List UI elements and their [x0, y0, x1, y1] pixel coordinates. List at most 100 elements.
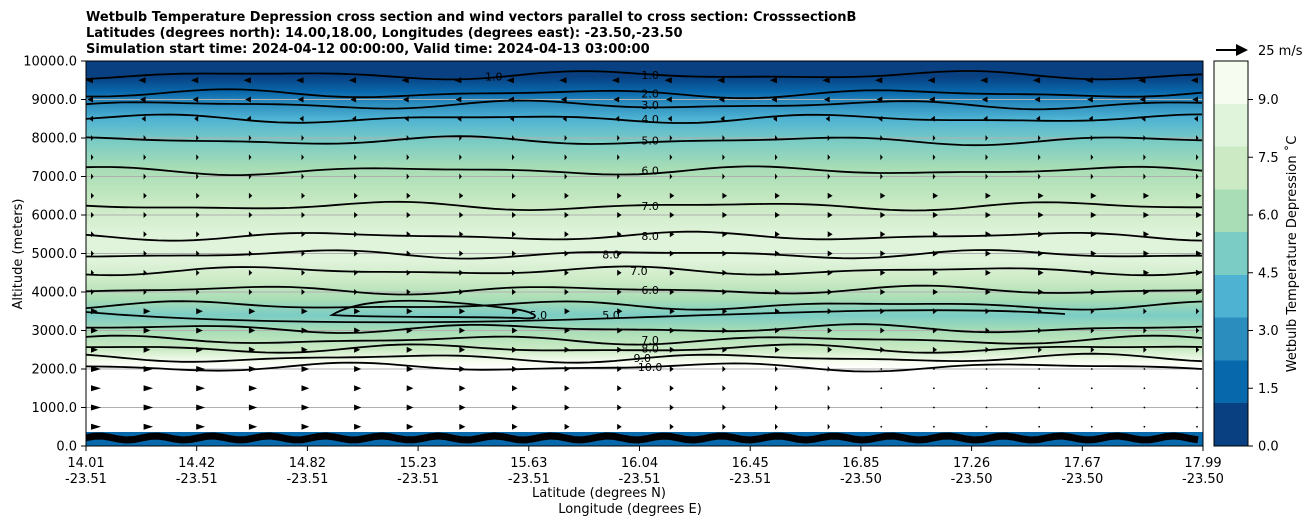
wind-vector	[196, 308, 203, 315]
contour-line	[86, 284, 1203, 296]
wind-vector	[722, 173, 725, 180]
x-tick-label-lat: 14.82	[289, 456, 326, 471]
wind-vector	[354, 250, 358, 257]
wind-vector	[822, 77, 830, 84]
wind-vector	[880, 289, 886, 295]
wind-vector	[248, 404, 258, 411]
wind-vector	[248, 192, 253, 199]
x-tick-label-lon: -23.50	[840, 472, 882, 487]
wind-vector	[880, 192, 886, 199]
wind-vector	[406, 192, 411, 199]
wind-vector	[354, 404, 362, 411]
wind-vector	[1143, 269, 1150, 276]
colorbar-tick-label: 7.5	[1258, 151, 1279, 166]
wind-vector	[459, 404, 466, 411]
wind-vector	[512, 173, 515, 180]
wind-vector	[932, 192, 939, 199]
contour-line	[329, 299, 536, 320]
wind-vector	[985, 406, 988, 409]
wind-vector	[459, 327, 466, 334]
x-tick-label-lat: 16.45	[732, 456, 769, 471]
wind-vector	[564, 154, 568, 161]
wind-vector	[722, 212, 728, 218]
wind-vector	[406, 154, 410, 161]
wind-vector	[196, 327, 203, 334]
contour-lines	[86, 70, 1203, 373]
wind-vector	[722, 154, 725, 161]
contour-label: 5.0	[641, 135, 659, 148]
wind-vector	[669, 308, 675, 315]
contour-line	[86, 99, 1203, 111]
wind-vector	[824, 96, 830, 103]
wind-vector	[775, 154, 778, 161]
wind-vector	[403, 96, 409, 103]
wind-vector	[775, 385, 778, 392]
wind-vector	[196, 231, 200, 238]
wind-vector	[1143, 327, 1147, 334]
wind-vector	[985, 289, 991, 295]
wind-vector	[406, 385, 414, 392]
colorbar-label: Wetbulb Temperature Depression ˚C	[1284, 136, 1300, 373]
wind-vector	[773, 115, 777, 122]
y-axis: 0.0 1000.0 2000.0 3000.0 4000.0 5000.0 6000.0 7…	[23, 55, 86, 455]
contour-label: 8.0	[602, 248, 620, 261]
wind-vector	[880, 250, 886, 257]
wind-vector	[248, 154, 252, 161]
contour-label: 5.0	[530, 309, 548, 322]
wind-vector	[1143, 231, 1150, 238]
contour-label: 3.0	[641, 99, 659, 112]
wind-vector	[512, 231, 516, 238]
wind-vector	[564, 308, 570, 315]
surface-contour-cluster	[86, 432, 1199, 444]
x-tick-label-lon: -23.51	[508, 472, 550, 487]
wind-vector	[512, 423, 518, 430]
contour-label: 8.0	[641, 230, 659, 243]
wind-vector	[1143, 368, 1146, 370]
x-tick-label-lat: 14.42	[178, 456, 215, 471]
wind-vector	[985, 212, 991, 218]
y-tick-label: 8000.0	[32, 132, 78, 147]
wind-vector	[1196, 192, 1202, 199]
wind-vector	[301, 308, 308, 315]
wind-vector	[512, 327, 518, 334]
wind-vector	[617, 404, 622, 411]
wind-vector	[1196, 212, 1202, 218]
wind-vector	[196, 423, 206, 430]
wind-vector	[827, 250, 833, 257]
contour-line	[86, 249, 1202, 260]
wind-vector	[722, 385, 726, 392]
wind-vector	[1090, 425, 1093, 428]
wind-vector	[459, 423, 466, 430]
wind-vector	[880, 327, 885, 334]
wind-vector	[1038, 135, 1041, 141]
wind-vector	[717, 77, 725, 84]
contour-labels: 1.01.02.03.04.05.06.07.08.08.07.06.05.0 5…	[485, 69, 662, 374]
wind-vector	[1143, 346, 1147, 353]
wind-vector	[1196, 406, 1198, 409]
wind-vector	[143, 212, 147, 218]
contour-line	[86, 300, 1203, 311]
wind-vector	[248, 423, 258, 430]
wind-vector	[880, 387, 883, 390]
wind-vector	[669, 154, 673, 161]
wind-vector	[985, 269, 991, 276]
x-tick-label-lon: -23.51	[176, 472, 218, 487]
wind-vector	[775, 192, 780, 199]
wind-vector	[1090, 406, 1093, 409]
wind-vector	[406, 346, 413, 353]
wind-vector	[1196, 327, 1200, 334]
wind-vector	[91, 212, 94, 218]
wind-vector	[933, 387, 935, 390]
wind-vector	[297, 96, 304, 103]
wind-vector	[301, 385, 310, 392]
colorbar-tick-label: 6.0	[1258, 209, 1279, 224]
y-tick-label: 10000.0	[23, 55, 77, 70]
wind-vector	[138, 77, 146, 84]
x-tick-label-lon: -23.50	[951, 472, 993, 487]
wind-vector	[617, 154, 620, 161]
contour-label: 7.0	[641, 334, 659, 347]
wind-key-label: 25 m/s	[1258, 44, 1303, 59]
x-tick-label-lat: 15.23	[399, 456, 436, 471]
wind-vector	[880, 269, 886, 276]
